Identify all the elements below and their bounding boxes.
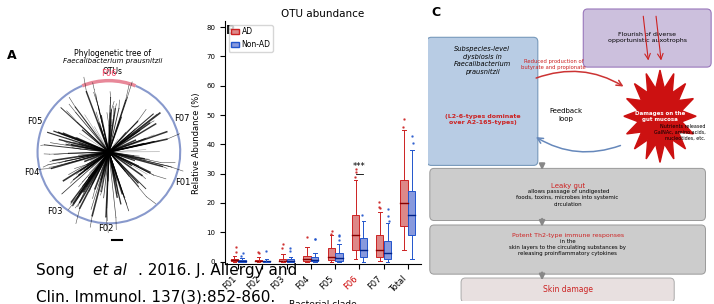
FancyBboxPatch shape [303, 256, 311, 261]
Text: Feedback
loop: Feedback loop [550, 108, 583, 122]
Title: OTU abundance: OTU abundance [281, 9, 365, 19]
Text: in the
skin layers to the circulating substances by
releasing proinflammatory cy: in the skin layers to the circulating su… [509, 239, 626, 256]
Text: F02: F02 [99, 223, 114, 233]
Text: Skin damage: Skin damage [543, 285, 593, 295]
Text: Flourish of diverse
opportunistic auxotrophs: Flourish of diverse opportunistic auxotr… [608, 32, 687, 43]
FancyBboxPatch shape [401, 179, 408, 226]
Text: Faecalibacterium prausnitzii: Faecalibacterium prausnitzii [63, 58, 162, 64]
Text: Leaky gut: Leaky gut [550, 183, 585, 189]
FancyBboxPatch shape [408, 191, 416, 235]
Text: allows passage of undigested
foods, toxins, microbes into systemic
circulation: allows passage of undigested foods, toxi… [516, 189, 619, 207]
Polygon shape [624, 70, 696, 162]
FancyBboxPatch shape [376, 235, 383, 257]
Text: OTUs: OTUs [102, 67, 122, 76]
FancyBboxPatch shape [311, 257, 318, 261]
Y-axis label: Relative Abundance (%): Relative Abundance (%) [191, 92, 201, 194]
FancyBboxPatch shape [336, 253, 343, 261]
FancyBboxPatch shape [430, 225, 705, 274]
Text: Clin. Immunol. 137(3):852-860.: Clin. Immunol. 137(3):852-860. [36, 289, 275, 304]
Text: C: C [431, 6, 441, 19]
Text: F07: F07 [174, 114, 189, 123]
Text: . 2016. J. Allergy and: . 2016. J. Allergy and [138, 263, 297, 278]
Text: Reduced production of
butyrate and propionate: Reduced production of butyrate and propi… [521, 59, 585, 70]
Text: Song: Song [36, 263, 79, 278]
FancyBboxPatch shape [287, 260, 294, 261]
Text: F01: F01 [176, 178, 191, 187]
Text: ***: *** [353, 162, 366, 171]
Text: F06: F06 [101, 69, 116, 78]
FancyBboxPatch shape [384, 241, 391, 259]
FancyBboxPatch shape [255, 260, 262, 261]
Text: Potent Th2-type immune responses: Potent Th2-type immune responses [512, 233, 624, 238]
FancyBboxPatch shape [279, 259, 286, 261]
FancyBboxPatch shape [461, 278, 674, 302]
Text: et al: et al [94, 263, 127, 278]
Text: Damages on the
gut mucosa: Damages on the gut mucosa [635, 111, 685, 122]
FancyBboxPatch shape [427, 37, 538, 165]
FancyBboxPatch shape [352, 215, 359, 250]
FancyBboxPatch shape [328, 248, 335, 261]
Text: Nutrients released
GalNAc, amino acids,
nucleotides, etc.: Nutrients released GalNAc, amino acids, … [654, 124, 705, 141]
Text: F03: F03 [48, 207, 63, 216]
Text: (L2-6-types dominate
over A2-165-types): (L2-6-types dominate over A2-165-types) [445, 114, 521, 125]
Legend: AD, Non-AD: AD, Non-AD [228, 25, 273, 51]
Text: A: A [7, 49, 16, 62]
FancyBboxPatch shape [430, 168, 705, 220]
Text: Subspecies-level
dysbiosis in
Faecalibacterium
prausnitzii: Subspecies-level dysbiosis in Faecalibac… [454, 46, 511, 75]
Text: Phylogenetic tree of: Phylogenetic tree of [74, 49, 151, 58]
X-axis label: Bacterial clade: Bacterial clade [289, 300, 357, 304]
Text: F05: F05 [27, 117, 42, 126]
Text: B: B [226, 24, 236, 37]
FancyBboxPatch shape [231, 259, 238, 261]
FancyBboxPatch shape [583, 9, 711, 67]
Text: F04: F04 [24, 168, 39, 177]
FancyBboxPatch shape [360, 238, 367, 257]
FancyBboxPatch shape [238, 260, 246, 261]
